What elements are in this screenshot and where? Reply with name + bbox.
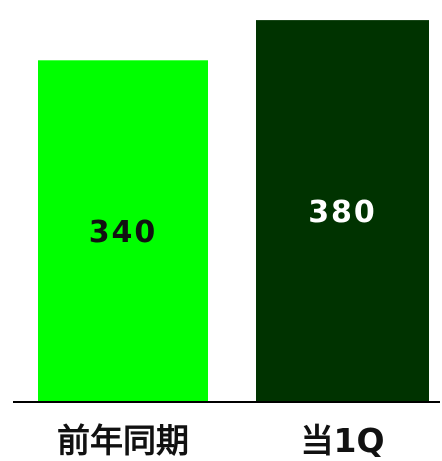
bars-group: 340 380 (38, 20, 429, 403)
category-labels: 前年同期 当1Q (57, 421, 385, 460)
bar-value-label-2: 380 (308, 195, 377, 230)
category-label-1: 前年同期 (57, 421, 189, 460)
bar-2 (256, 20, 429, 402)
bar-value-label-1: 340 (89, 215, 158, 250)
bar-1 (38, 60, 208, 403)
category-label-2: 当1Q (300, 421, 384, 460)
